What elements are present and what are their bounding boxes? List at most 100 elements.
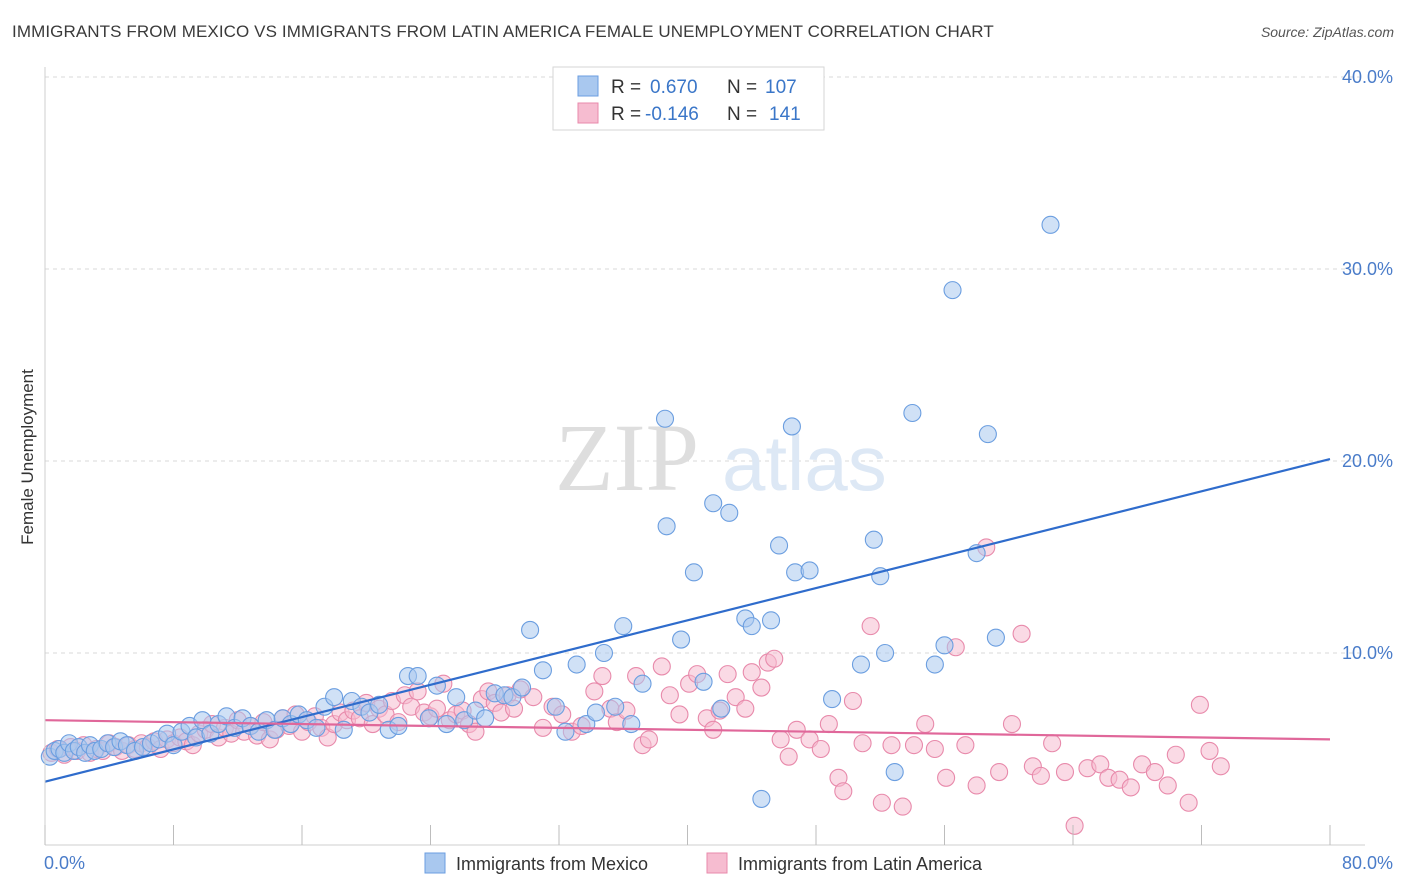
legend-swatch-latam [577, 102, 599, 124]
mexico-point [770, 536, 789, 555]
mexico-point [876, 643, 895, 663]
latam-point [1031, 766, 1050, 785]
y-tick-labels: 10.0% 20.0% 30.0% 40.0% [1342, 67, 1393, 663]
mexico-point [586, 703, 605, 722]
legend-r-value: -0.146 [645, 104, 699, 125]
latam-point [819, 714, 838, 734]
latam-point [1200, 741, 1219, 760]
latam-point [834, 782, 853, 801]
latam-point [670, 705, 689, 724]
grid [45, 76, 1365, 654]
mexico-point [594, 643, 614, 663]
series-legend-label-mexico: Immigrants from Mexico [456, 854, 648, 874]
mexico-point [800, 561, 819, 580]
mexico-trend-line [44, 458, 1331, 783]
mexico-point [761, 611, 781, 630]
mexico-point [742, 617, 761, 636]
mexico-point [752, 789, 771, 808]
latam-point [787, 720, 806, 739]
mexico-point [782, 417, 801, 436]
legend-n-value: 141 [769, 104, 801, 125]
mexico-point [903, 403, 922, 423]
latam-point [408, 682, 427, 701]
watermark-atlas: atlas [722, 419, 887, 507]
watermark-zip: ZIP [555, 404, 699, 511]
mexico-point [521, 620, 540, 640]
mexico-point [513, 678, 532, 697]
latam-point [872, 793, 891, 812]
latam-point [1190, 695, 1209, 714]
mexico-point [704, 494, 723, 513]
mexico-point [712, 699, 731, 718]
latam-point [1211, 757, 1230, 776]
latam-point [861, 617, 880, 636]
legend-n-label: N = [727, 77, 757, 98]
mexico-point [437, 714, 456, 734]
latam-point [1121, 778, 1140, 797]
latam-trend-line [44, 719, 1331, 741]
mexico-point [943, 281, 962, 300]
mexico-point [864, 530, 883, 549]
mexico-point [720, 503, 739, 522]
mexico-point [546, 697, 565, 716]
latam-point [811, 739, 830, 759]
mexico-point [325, 688, 344, 707]
legend-n-label: N = [727, 104, 757, 125]
mexico-point [657, 517, 676, 536]
mexico-point [851, 655, 871, 674]
chart-title: IMMIGRANTS FROM MEXICO VS IMMIGRANTS FRO… [12, 22, 994, 41]
mexico-point [986, 628, 1005, 647]
latam-point [585, 682, 604, 701]
latam-point [639, 730, 659, 749]
legend-r-label: R = [611, 77, 641, 98]
series-legend-swatch-latam [706, 852, 728, 874]
mexico-point [978, 425, 997, 444]
latam-point [1012, 624, 1031, 643]
y-tick-label: 20.0% [1342, 451, 1393, 471]
source-label: Source: ZipAtlas.com [1260, 24, 1394, 40]
latam-point [718, 665, 737, 684]
y-tick-label: 30.0% [1342, 259, 1393, 279]
x-tick-label: 80.0% [1342, 853, 1393, 873]
mexico-point [935, 636, 954, 655]
latam-point [853, 734, 872, 753]
legend-r-value: 0.670 [650, 77, 698, 98]
latam-point [1043, 734, 1062, 753]
latam-point [1055, 762, 1075, 782]
latam-point [736, 699, 755, 718]
stats-legend: R = 0.670 N = 107 R = -0.146 N = 141 [552, 66, 825, 131]
latam-point [660, 686, 679, 705]
latam-point [652, 657, 671, 676]
x-tick-label: 0.0% [44, 853, 85, 873]
latam-point [779, 747, 798, 766]
latam-point [904, 736, 924, 755]
latam-point [882, 736, 901, 755]
mexico-point [925, 655, 944, 674]
legend-r-label: R = [611, 104, 641, 125]
mexico-point [408, 666, 427, 686]
mexico-point [655, 409, 675, 428]
latam-point [1091, 755, 1110, 774]
mexico-points [40, 215, 1060, 808]
mexico-point [672, 630, 691, 649]
y-tick-label: 10.0% [1342, 643, 1393, 663]
latam-point [925, 739, 944, 759]
series-legend-label-latam: Immigrants from Latin America [738, 854, 983, 874]
mexico-point [419, 709, 438, 728]
mexico-point [370, 695, 389, 714]
mexico-point [885, 762, 904, 782]
mexico-point [633, 674, 652, 693]
mexico-point [556, 722, 575, 741]
latam-point [916, 714, 935, 734]
latam-point [1065, 816, 1084, 835]
mexico-point [684, 563, 703, 582]
latam-point [843, 691, 862, 711]
latam-point [956, 736, 975, 755]
latam-point [593, 666, 612, 686]
latam-point [1158, 776, 1177, 795]
axes [44, 67, 1365, 846]
latam-point [752, 678, 771, 697]
y-tick-label: 40.0% [1342, 67, 1393, 87]
mexico-point [567, 655, 586, 674]
